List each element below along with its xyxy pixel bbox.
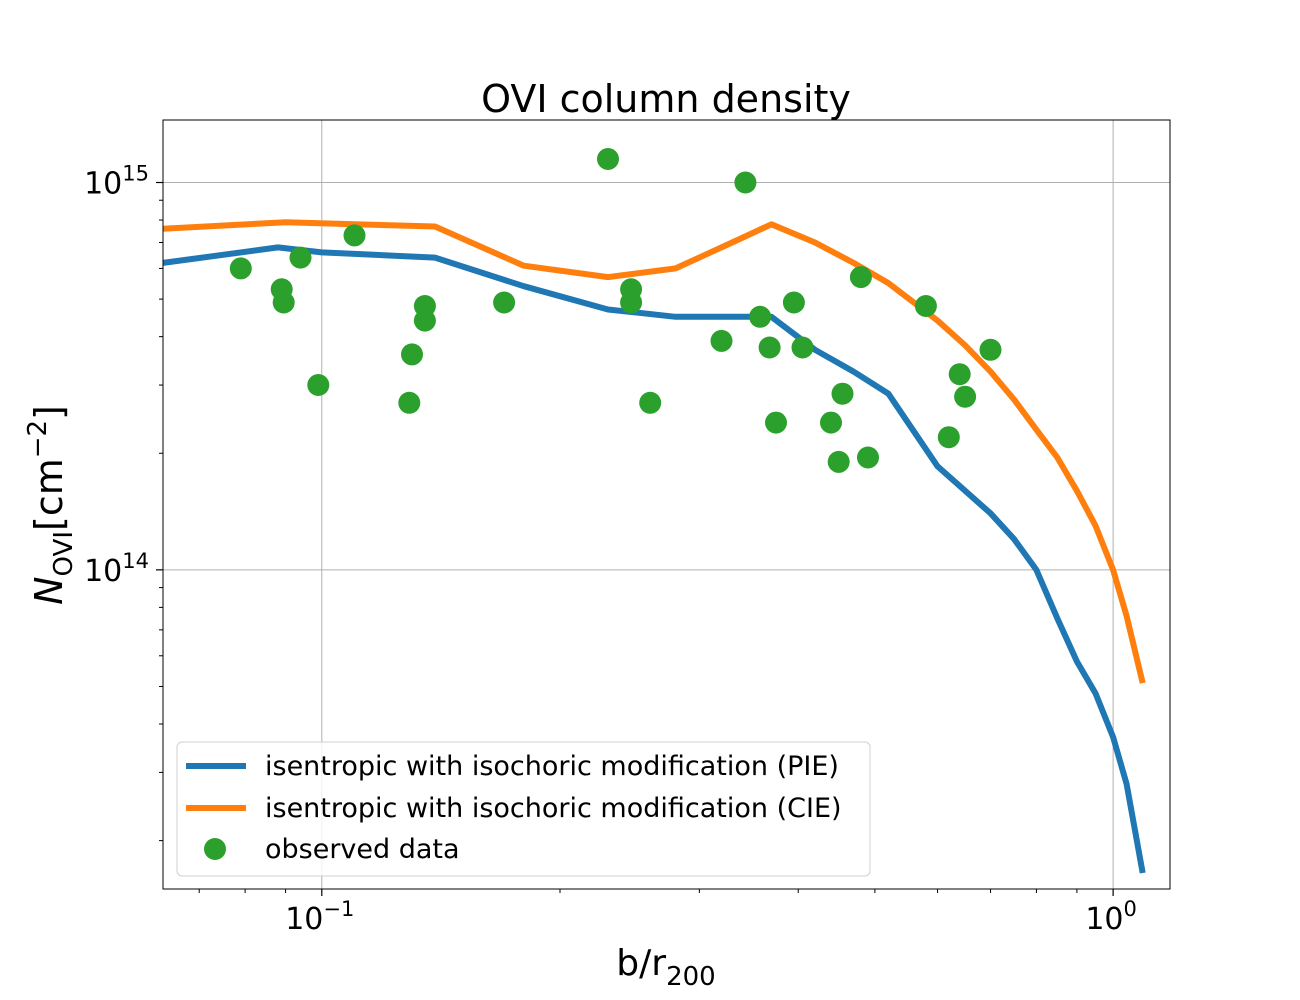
- data-point: [827, 450, 850, 473]
- data-point: [620, 291, 643, 314]
- y-axis-label-unit: [cm: [27, 458, 71, 531]
- tick-marks: 10−1 100 1014 1015: [84, 162, 1137, 937]
- series-line-1: [162, 219, 1146, 684]
- y-tick-label: 1015: [84, 162, 149, 202]
- y-axis-label-subscript: OVI: [49, 531, 79, 576]
- data-point: [734, 171, 757, 194]
- data-point: [343, 224, 366, 247]
- data-point: [914, 295, 937, 317]
- data-point: [597, 148, 619, 170]
- y-axis-label-main: N: [27, 576, 71, 604]
- data-point: [948, 363, 971, 386]
- series-line-0: [162, 244, 1146, 874]
- y-axis-label-unit-exponent: −2: [23, 420, 53, 458]
- y-tick-label: 1014: [84, 549, 149, 589]
- data-point: [229, 257, 252, 280]
- data-point: [749, 305, 772, 328]
- data-point: [272, 291, 295, 314]
- data-point: [289, 246, 312, 269]
- data-point: [639, 391, 662, 414]
- x-axis-label-main: b/r: [616, 943, 666, 984]
- legend-label-observed: observed data: [265, 834, 460, 865]
- plot-area-frame: [162, 119, 1171, 890]
- data-point: [820, 411, 842, 434]
- legend-label-pie: isentropic with isochoric modification (…: [265, 751, 839, 782]
- data-point: [765, 411, 787, 434]
- x-axis-label: b/r200: [616, 943, 715, 992]
- data-point: [401, 343, 423, 366]
- x-tick-label: 10−1: [285, 897, 354, 937]
- data-point: [791, 336, 814, 359]
- data-point: [758, 336, 781, 359]
- legend-swatch-observed: [204, 838, 226, 860]
- data-point: [413, 295, 436, 317]
- data-point: [857, 446, 879, 469]
- data-point: [937, 426, 960, 449]
- data-point: [954, 385, 977, 408]
- data-point: [831, 382, 854, 405]
- x-axis-label-subscript: 200: [666, 962, 716, 992]
- data-point: [782, 291, 805, 314]
- y-axis-label: NOVI[cm−2]: [23, 405, 79, 605]
- legend-box: [176, 741, 871, 877]
- legend: isentropic with isochoric modification (…: [176, 741, 871, 877]
- data-point: [493, 291, 516, 314]
- legend-label-cie: isentropic with isochoric modification (…: [265, 793, 842, 824]
- data-point: [849, 266, 872, 289]
- x-tick-label: 100: [1085, 897, 1137, 937]
- y-axis-label-unit-close: ]: [27, 405, 71, 420]
- series-layer: [162, 148, 1146, 874]
- data-point: [710, 329, 733, 352]
- data-point: [398, 391, 421, 414]
- data-point: [979, 338, 1002, 361]
- chart-title: OVI column density: [481, 77, 851, 121]
- data-point: [307, 374, 330, 396]
